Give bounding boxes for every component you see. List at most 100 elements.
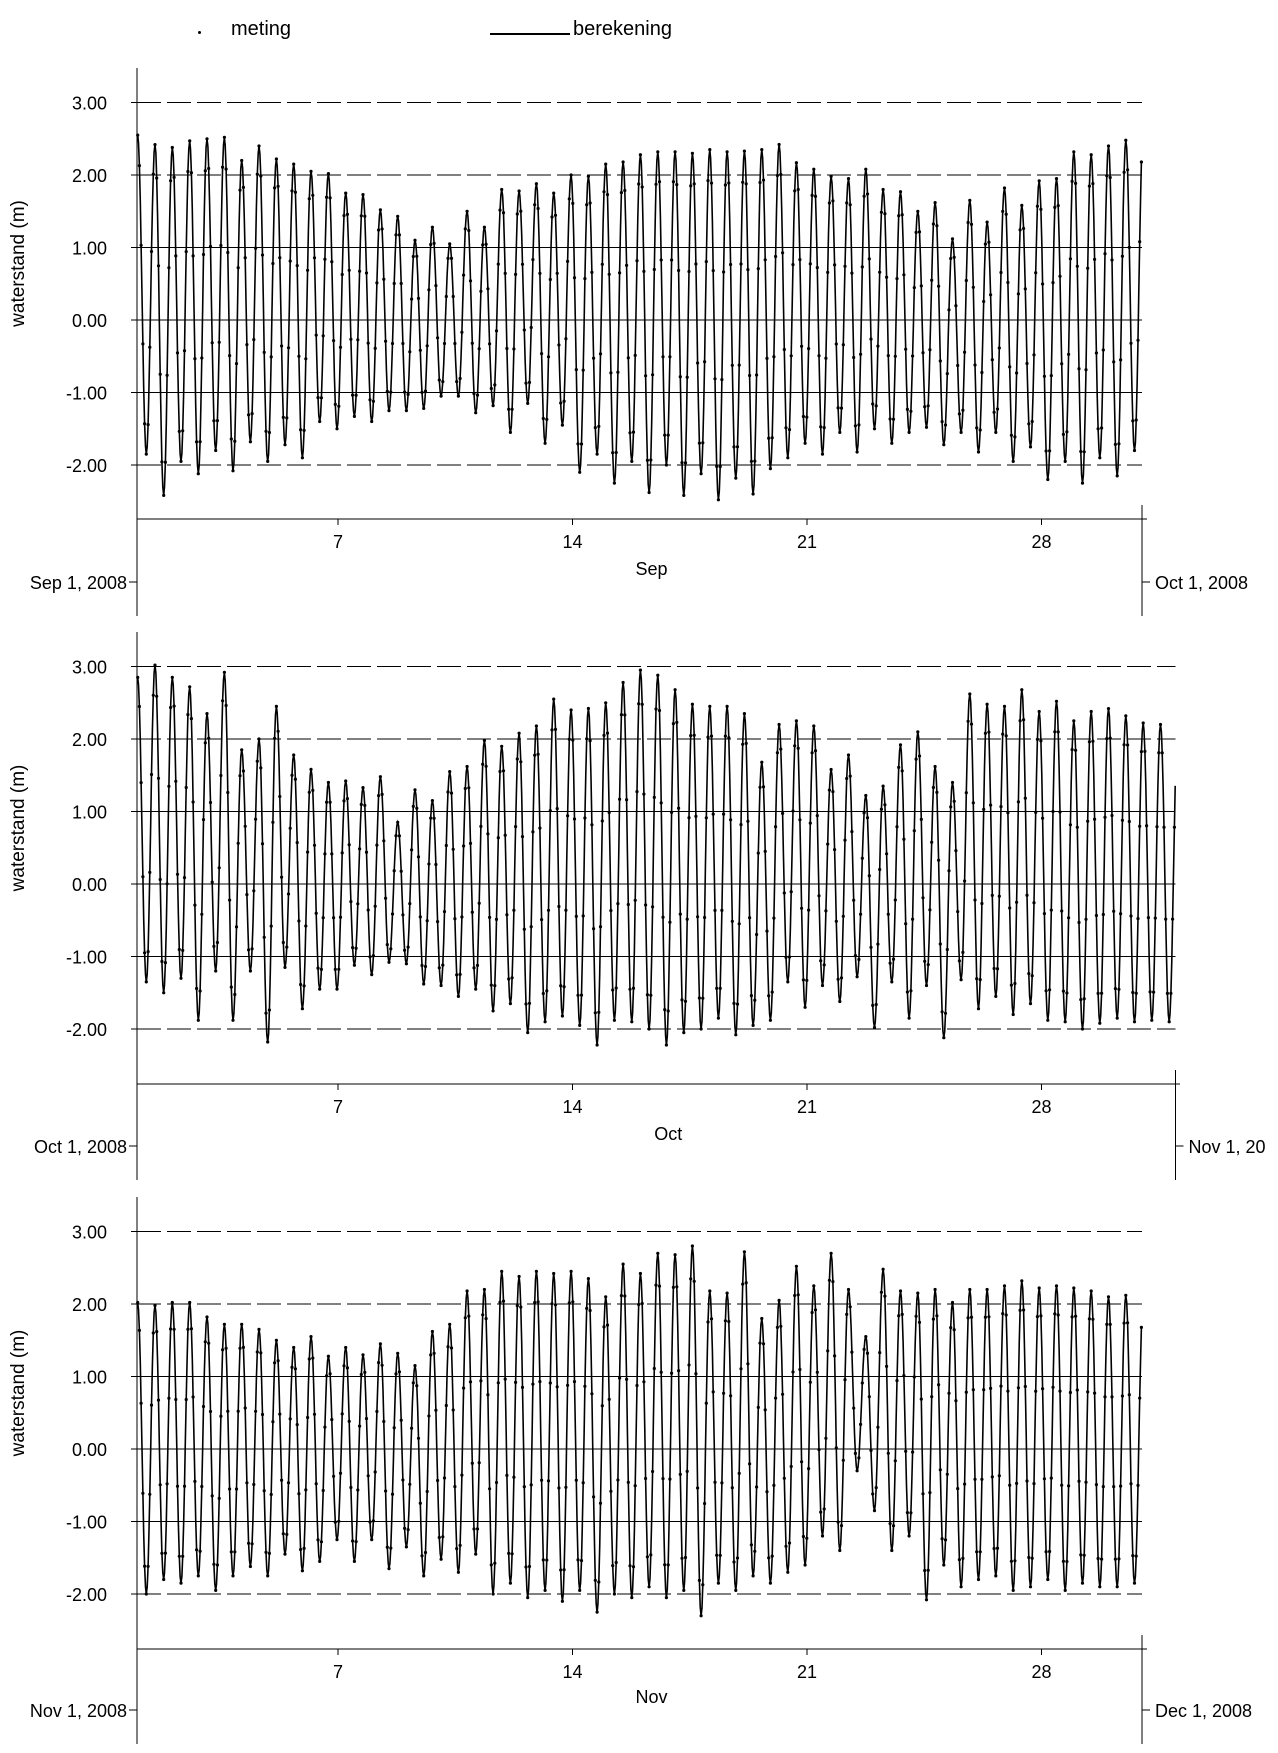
- meting-point: [841, 343, 845, 347]
- meting-point: [264, 1011, 268, 1015]
- meting-point: [1129, 1482, 1133, 1486]
- meting-point: [519, 1305, 523, 1309]
- meting-point: [727, 1319, 731, 1324]
- meting-point: [822, 426, 826, 430]
- meting-point: [576, 993, 580, 997]
- meting-point: [576, 1558, 580, 1562]
- meting-point: [384, 896, 388, 900]
- meting-point: [167, 784, 171, 788]
- meting-point: [314, 333, 318, 337]
- meting-point: [800, 1460, 804, 1464]
- x-axis-label: Sep: [635, 559, 667, 579]
- meting-point: [307, 197, 311, 201]
- meting-point: [605, 731, 610, 735]
- meting-point: [548, 277, 552, 282]
- meting-point: [1084, 368, 1088, 372]
- meting-point: [377, 228, 381, 232]
- meting-point: [942, 443, 946, 447]
- meting-point: [181, 429, 185, 433]
- meting-point: [921, 1492, 925, 1496]
- x-tick-label: 14: [562, 1662, 582, 1682]
- meting-point: [905, 990, 910, 994]
- meting-point: [730, 363, 734, 367]
- meting-point: [1027, 972, 1031, 976]
- series-meting-points: [136, 663, 1176, 1047]
- meting-point: [583, 1384, 587, 1388]
- meting-point: [819, 425, 823, 429]
- meting-point: [269, 1492, 273, 1497]
- meting-point: [909, 409, 913, 413]
- meting-point: [1152, 990, 1156, 994]
- meting-point: [496, 1381, 500, 1385]
- meting-point: [602, 190, 606, 194]
- meting-point: [668, 1477, 672, 1481]
- meting-point: [619, 713, 624, 717]
- meting-point: [605, 193, 610, 197]
- meting-point: [351, 1539, 355, 1543]
- meting-point: [994, 1574, 998, 1578]
- meting-point: [163, 1551, 167, 1555]
- meting-point: [956, 910, 960, 914]
- meting-point: [926, 404, 930, 408]
- meting-point: [952, 1328, 956, 1332]
- meting-point: [586, 706, 591, 711]
- meting-point: [280, 1478, 284, 1482]
- meting-point: [890, 980, 894, 984]
- meting-point: [661, 915, 665, 919]
- meting-point: [285, 945, 289, 949]
- meting-point: [207, 166, 211, 171]
- meting-point: [834, 1446, 838, 1450]
- meting-point: [1061, 432, 1065, 436]
- meting-point: [625, 1377, 629, 1381]
- meting-point: [520, 1385, 525, 1389]
- meting-point: [664, 1596, 669, 1600]
- meting-point: [389, 1546, 393, 1550]
- meting-point: [143, 1564, 147, 1568]
- meting-point: [749, 1543, 754, 1547]
- meting-point: [697, 996, 702, 1000]
- meting-point: [262, 935, 266, 939]
- meting-point: [833, 848, 837, 852]
- meting-point: [735, 445, 740, 449]
- meting-point: [1037, 179, 1041, 183]
- meting-point: [808, 262, 812, 266]
- meting-point: [1072, 150, 1076, 154]
- meting-point: [1006, 1389, 1010, 1393]
- meting-point: [574, 914, 578, 919]
- meting-point: [307, 790, 311, 794]
- meting-point: [768, 1018, 773, 1022]
- meting-point: [588, 739, 592, 743]
- meting-point: [1134, 991, 1138, 995]
- meting-point: [833, 263, 837, 267]
- meting-point: [245, 893, 249, 897]
- meting-point: [605, 1323, 610, 1327]
- meting-point: [735, 1556, 740, 1560]
- meting-point: [1120, 254, 1124, 258]
- meting-point: [559, 984, 563, 988]
- meting-point: [583, 277, 587, 281]
- y-tick-label: 2.00: [72, 166, 107, 186]
- meting-point: [352, 414, 356, 418]
- meting-point: [1030, 974, 1034, 978]
- meting-point: [1028, 1585, 1033, 1589]
- meting-point: [1108, 1322, 1112, 1326]
- meting-point: [945, 947, 949, 952]
- meting-point: [546, 908, 551, 912]
- meting-point: [385, 389, 389, 393]
- meting-point: [321, 334, 325, 338]
- meting-point: [361, 786, 365, 790]
- meting-point: [675, 183, 679, 187]
- meting-point: [484, 242, 488, 246]
- meting-point: [403, 1526, 407, 1530]
- meting-point: [149, 249, 154, 254]
- meting-point: [349, 1485, 353, 1490]
- meting-point: [340, 1412, 344, 1416]
- meting-point: [1063, 1020, 1067, 1024]
- meting-point: [794, 719, 799, 723]
- meting-point: [716, 498, 721, 502]
- meting-point: [1091, 1317, 1095, 1321]
- meting-point: [690, 1244, 695, 1248]
- meting-point: [380, 227, 384, 231]
- meting-point: [964, 791, 968, 795]
- meting-point: [1020, 1279, 1024, 1283]
